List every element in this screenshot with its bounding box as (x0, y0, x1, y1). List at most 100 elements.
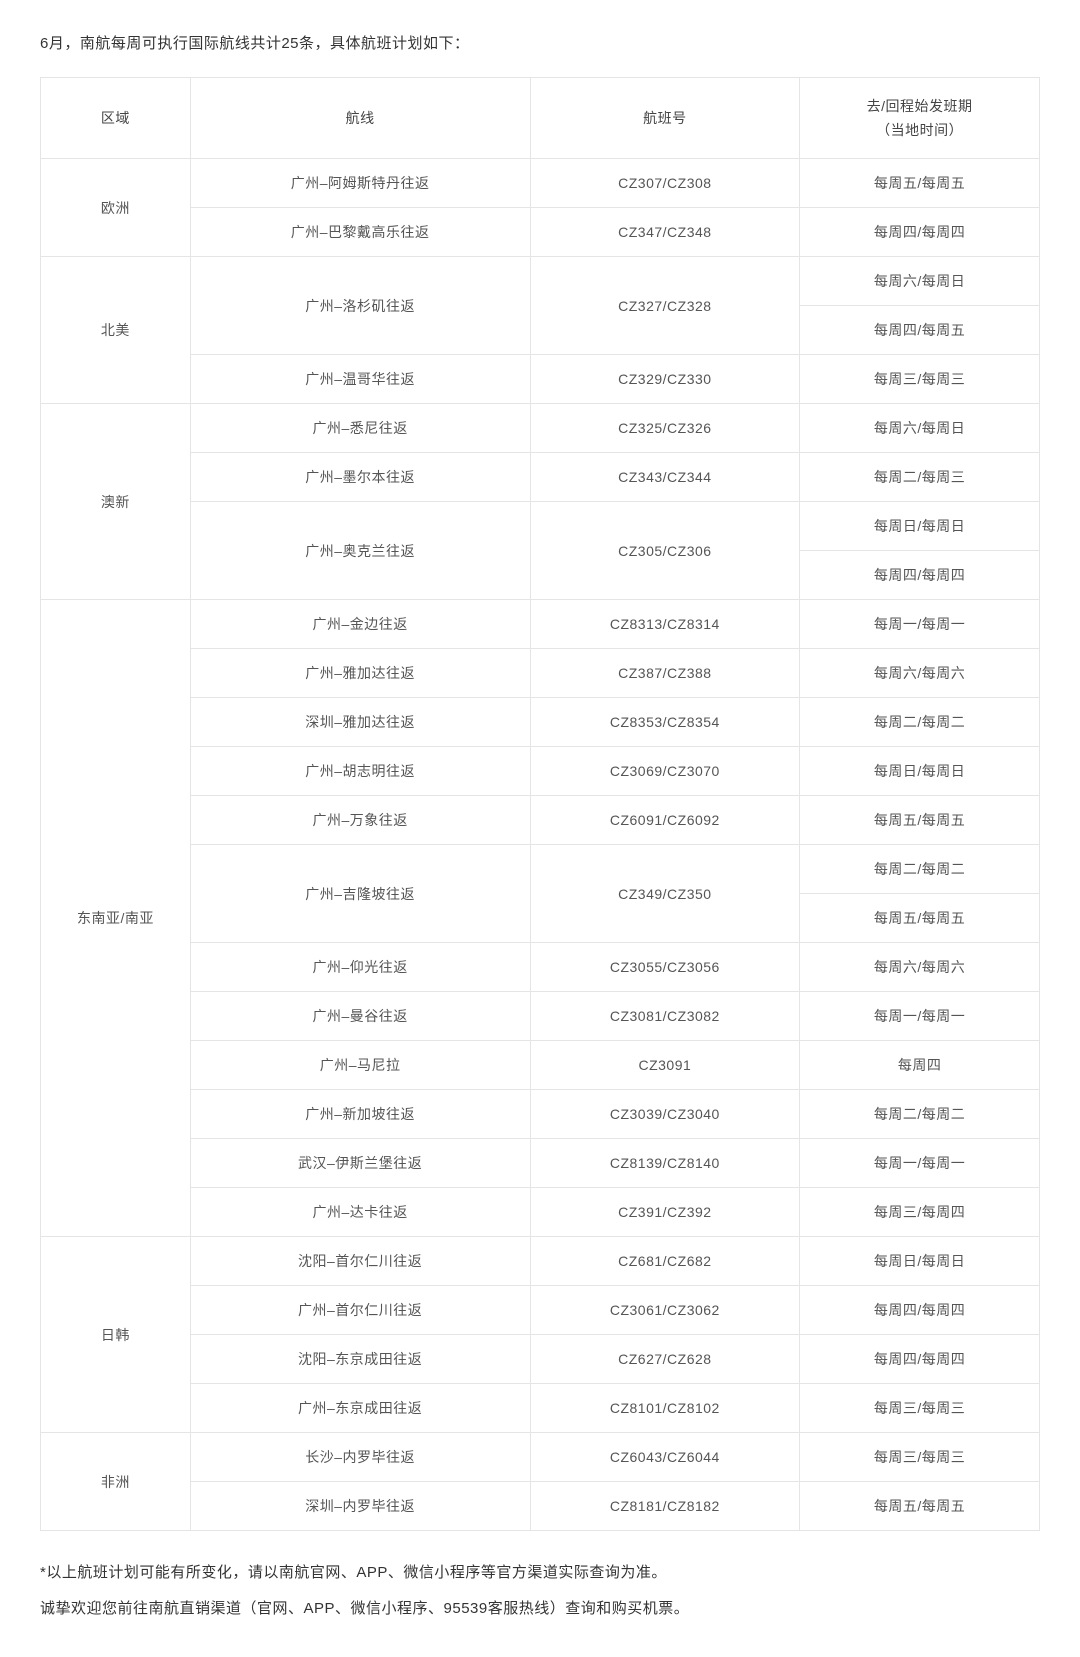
flight-cell: CZ8101/CZ8102 (530, 1384, 800, 1433)
route-cell: 深圳–雅加达往返 (190, 698, 530, 747)
table-row: 广州–仰光往返CZ3055/CZ3056每周六/每周六 (41, 943, 1040, 992)
route-cell: 深圳–内罗毕往返 (190, 1482, 530, 1531)
schedule-cell: 每周六/每周日 (800, 257, 1040, 306)
flight-cell: CZ391/CZ392 (530, 1188, 800, 1237)
schedule-cell: 每周四/每周五 (800, 306, 1040, 355)
schedule-cell: 每周日/每周日 (800, 1237, 1040, 1286)
route-cell: 广州–新加坡往返 (190, 1090, 530, 1139)
flight-cell: CZ349/CZ350 (530, 845, 800, 943)
table-row: 深圳–内罗毕往返CZ8181/CZ8182每周五/每周五 (41, 1482, 1040, 1531)
header-region: 区域 (41, 78, 191, 159)
route-cell: 广州–金边往返 (190, 600, 530, 649)
schedule-cell: 每周日/每周日 (800, 502, 1040, 551)
note-line-2: 诚挚欢迎您前往南航直销渠道（官网、APP、微信小程序、95539客服热线）查询和… (40, 1591, 1040, 1627)
intro-text: 6月，南航每周可执行国际航线共计25条，具体航班计划如下： (40, 30, 1040, 57)
flight-cell: CZ3061/CZ3062 (530, 1286, 800, 1335)
table-row: 广州–马尼拉CZ3091每周四 (41, 1041, 1040, 1090)
route-cell: 广州–温哥华往返 (190, 355, 530, 404)
flight-cell: CZ627/CZ628 (530, 1335, 800, 1384)
route-cell: 广州–巴黎戴高乐往返 (190, 208, 530, 257)
route-cell: 广州–万象往返 (190, 796, 530, 845)
route-cell: 沈阳–东京成田往返 (190, 1335, 530, 1384)
flight-cell: CZ387/CZ388 (530, 649, 800, 698)
schedule-cell: 每周四 (800, 1041, 1040, 1090)
route-cell: 广州–达卡往返 (190, 1188, 530, 1237)
flight-cell: CZ307/CZ308 (530, 159, 800, 208)
schedule-cell: 每周四/每周四 (800, 551, 1040, 600)
table-row: 广州–东京成田往返CZ8101/CZ8102每周三/每周三 (41, 1384, 1040, 1433)
header-schedule: 去/回程始发班期 （当地时间） (800, 78, 1040, 159)
region-cell: 北美 (41, 257, 191, 404)
table-row: 广州–万象往返CZ6091/CZ6092每周五/每周五 (41, 796, 1040, 845)
flight-cell: CZ3055/CZ3056 (530, 943, 800, 992)
header-flight: 航班号 (530, 78, 800, 159)
table-row: 广州–墨尔本往返CZ343/CZ344每周二/每周三 (41, 453, 1040, 502)
region-cell: 东南亚/南亚 (41, 600, 191, 1237)
flight-cell: CZ6043/CZ6044 (530, 1433, 800, 1482)
route-cell: 广州–首尔仁川往返 (190, 1286, 530, 1335)
table-row: 东南亚/南亚广州–金边往返CZ8313/CZ8314每周一/每周一 (41, 600, 1040, 649)
schedule-cell: 每周一/每周一 (800, 992, 1040, 1041)
schedule-cell: 每周四/每周四 (800, 1335, 1040, 1384)
route-cell: 长沙–内罗毕往返 (190, 1433, 530, 1482)
schedule-cell: 每周四/每周四 (800, 1286, 1040, 1335)
schedule-cell: 每周三/每周三 (800, 355, 1040, 404)
schedule-cell: 每周五/每周五 (800, 1482, 1040, 1531)
table-row: 沈阳–东京成田往返CZ627/CZ628每周四/每周四 (41, 1335, 1040, 1384)
route-cell: 广州–吉隆坡往返 (190, 845, 530, 943)
schedule-cell: 每周二/每周二 (800, 845, 1040, 894)
flight-cell: CZ3069/CZ3070 (530, 747, 800, 796)
header-route: 航线 (190, 78, 530, 159)
table-row: 广州–首尔仁川往返CZ3061/CZ3062每周四/每周四 (41, 1286, 1040, 1335)
route-cell: 广州–雅加达往返 (190, 649, 530, 698)
table-row: 广州–达卡往返CZ391/CZ392每周三/每周四 (41, 1188, 1040, 1237)
table-row: 广州–曼谷往返CZ3081/CZ3082每周一/每周一 (41, 992, 1040, 1041)
flight-cell: CZ347/CZ348 (530, 208, 800, 257)
flight-cell: CZ343/CZ344 (530, 453, 800, 502)
table-row: 欧洲广州–阿姆斯特丹往返CZ307/CZ308每周五/每周五 (41, 159, 1040, 208)
route-cell: 武汉–伊斯兰堡往返 (190, 1139, 530, 1188)
header-schedule-line2: （当地时间） (808, 120, 1031, 140)
schedule-cell: 每周六/每周六 (800, 943, 1040, 992)
schedule-cell: 每周三/每周三 (800, 1384, 1040, 1433)
route-cell: 广州–阿姆斯特丹往返 (190, 159, 530, 208)
table-row: 广州–雅加达往返CZ387/CZ388每周六/每周六 (41, 649, 1040, 698)
flight-cell: CZ3081/CZ3082 (530, 992, 800, 1041)
flight-cell: CZ3039/CZ3040 (530, 1090, 800, 1139)
region-cell: 非洲 (41, 1433, 191, 1531)
flight-cell: CZ8353/CZ8354 (530, 698, 800, 747)
route-cell: 广州–东京成田往返 (190, 1384, 530, 1433)
route-cell: 广州–洛杉矶往返 (190, 257, 530, 355)
flight-schedule-table: 区域 航线 航班号 去/回程始发班期 （当地时间） 欧洲广州–阿姆斯特丹往返CZ… (40, 77, 1040, 1531)
header-schedule-line1: 去/回程始发班期 (867, 98, 973, 114)
flight-cell: CZ327/CZ328 (530, 257, 800, 355)
schedule-cell: 每周六/每周六 (800, 649, 1040, 698)
schedule-cell: 每周二/每周二 (800, 698, 1040, 747)
note-line-1: *以上航班计划可能有所变化，请以南航官网、APP、微信小程序等官方渠道实际查询为… (40, 1555, 1040, 1591)
route-cell: 广州–胡志明往返 (190, 747, 530, 796)
route-cell: 广州–悉尼往返 (190, 404, 530, 453)
region-cell: 日韩 (41, 1237, 191, 1433)
table-row: 广州–胡志明往返CZ3069/CZ3070每周日/每周日 (41, 747, 1040, 796)
route-cell: 广州–曼谷往返 (190, 992, 530, 1041)
route-cell: 广州–马尼拉 (190, 1041, 530, 1090)
table-row: 广州–巴黎戴高乐往返CZ347/CZ348每周四/每周四 (41, 208, 1040, 257)
flight-cell: CZ325/CZ326 (530, 404, 800, 453)
table-row: 深圳–雅加达往返CZ8353/CZ8354每周二/每周二 (41, 698, 1040, 747)
table-row: 广州–吉隆坡往返CZ349/CZ350每周二/每周二 (41, 845, 1040, 894)
route-cell: 广州–仰光往返 (190, 943, 530, 992)
flight-cell: CZ8313/CZ8314 (530, 600, 800, 649)
schedule-cell: 每周一/每周一 (800, 600, 1040, 649)
schedule-cell: 每周五/每周五 (800, 894, 1040, 943)
schedule-cell: 每周二/每周二 (800, 1090, 1040, 1139)
table-row: 广州–新加坡往返CZ3039/CZ3040每周二/每周二 (41, 1090, 1040, 1139)
route-cell: 广州–墨尔本往返 (190, 453, 530, 502)
flight-cell: CZ329/CZ330 (530, 355, 800, 404)
schedule-cell: 每周一/每周一 (800, 1139, 1040, 1188)
route-cell: 沈阳–首尔仁川往返 (190, 1237, 530, 1286)
schedule-cell: 每周二/每周三 (800, 453, 1040, 502)
flight-cell: CZ681/CZ682 (530, 1237, 800, 1286)
table-row: 非洲长沙–内罗毕往返CZ6043/CZ6044每周三/每周三 (41, 1433, 1040, 1482)
flight-cell: CZ3091 (530, 1041, 800, 1090)
schedule-cell: 每周六/每周日 (800, 404, 1040, 453)
